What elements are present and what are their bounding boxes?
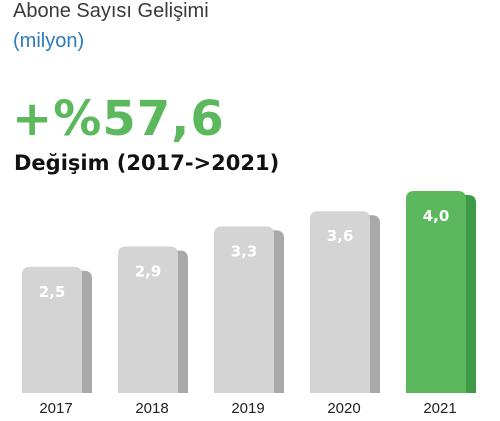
x-tick-label-2017: 2017 (39, 400, 72, 417)
chart-title: Abone Sayısı Gelişimi (13, 0, 209, 22)
x-tick-label-2021: 2021 (423, 400, 456, 417)
x-tick-label-2018: 2018 (135, 400, 168, 417)
x-tick-label-2020: 2020 (327, 400, 360, 417)
x-tick-label-2019: 2019 (231, 400, 264, 417)
bar-2019 (214, 226, 274, 393)
bar-2020 (310, 211, 370, 393)
change-percentage: +%57,6 (12, 91, 225, 147)
value-label-2018: 2,9 (135, 263, 162, 281)
value-label-2017: 2,5 (39, 283, 66, 301)
value-label-2019: 3,3 (231, 242, 258, 260)
bar-2017 (22, 266, 82, 393)
bar-2021 (406, 191, 466, 393)
value-label-2021: 4,0 (423, 207, 450, 225)
value-label-2020: 3,6 (327, 227, 354, 245)
change-label: Değişim (2017->2021) (14, 151, 280, 175)
chart-subtitle: (milyon) (13, 30, 85, 52)
bar-2018 (118, 246, 178, 393)
